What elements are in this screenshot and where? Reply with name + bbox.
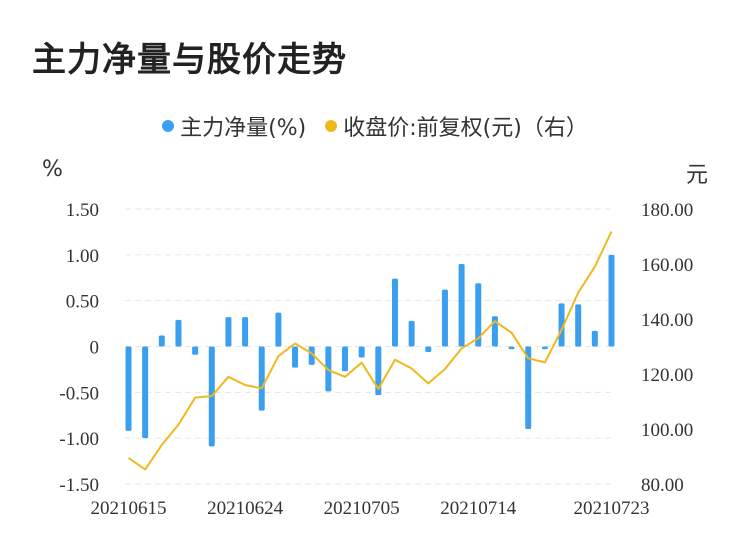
y-left-tick-label: 1.00	[66, 246, 99, 267]
bar	[575, 304, 582, 347]
bar	[375, 346, 382, 396]
bar	[525, 346, 532, 429]
bar	[175, 319, 182, 347]
bar	[142, 346, 149, 439]
bar	[342, 346, 349, 372]
y-right-tick-label: 180.00	[641, 200, 693, 221]
legend-item-net-flow[interactable]: 主力净量(%)	[162, 110, 306, 142]
y-right-tick-label: 120.00	[641, 365, 693, 386]
bar	[158, 335, 165, 347]
bar	[475, 283, 482, 347]
x-tick-label: 20210615	[91, 498, 167, 519]
y-left-tick-label: 1.50	[66, 200, 99, 221]
x-tick-label: 20210723	[574, 498, 650, 519]
bar	[125, 346, 132, 431]
bar	[458, 264, 465, 347]
legend-marker-line	[325, 120, 338, 132]
bar	[258, 346, 265, 411]
bar	[441, 289, 448, 347]
chart-title: 主力净量与股价走势	[32, 40, 347, 80]
x-tick-label: 20210624	[207, 498, 284, 519]
y-left-tick-label: -0.50	[59, 383, 99, 404]
y-left-tick-label: 0	[90, 338, 100, 359]
bar	[391, 278, 398, 347]
legend-label-close-price: 收盘价:前复权(元)（右）	[343, 116, 588, 141]
bar	[275, 312, 282, 347]
y-right-tick-label: 160.00	[641, 255, 693, 276]
right-axis-unit: 元	[686, 163, 709, 188]
x-tick-label: 20210705	[324, 498, 400, 519]
bar	[558, 303, 565, 347]
x-tick-label: 20210714	[440, 498, 517, 519]
bar	[591, 330, 598, 347]
y-left-tick-label: -1.50	[59, 475, 99, 496]
bar	[608, 254, 615, 347]
legend-marker-bar	[162, 120, 175, 132]
y-right-tick-label: 100.00	[641, 420, 693, 441]
bar	[508, 346, 515, 350]
y-left-tick-label: 0.50	[66, 292, 99, 313]
bar	[292, 346, 299, 368]
bar	[192, 346, 199, 355]
bar	[308, 346, 315, 365]
y-right-tick-label: 80.00	[641, 475, 684, 496]
bar	[408, 320, 415, 347]
legend: 主力净量(%) 收盘价:前复权(元)（右）	[0, 110, 750, 142]
bar	[541, 346, 548, 350]
y-right-tick-label: 140.00	[641, 310, 693, 331]
legend-label-net-flow: 主力净量(%)	[180, 116, 307, 141]
legend-item-close-price[interactable]: 收盘价:前复权(元)（右）	[325, 110, 588, 142]
bar	[358, 346, 365, 358]
left-axis-unit: %	[42, 157, 63, 182]
bar	[425, 346, 432, 352]
y-left-tick-label: -1.00	[59, 429, 99, 450]
bar	[242, 317, 249, 347]
price-line	[127, 231, 613, 471]
bar	[225, 317, 232, 347]
